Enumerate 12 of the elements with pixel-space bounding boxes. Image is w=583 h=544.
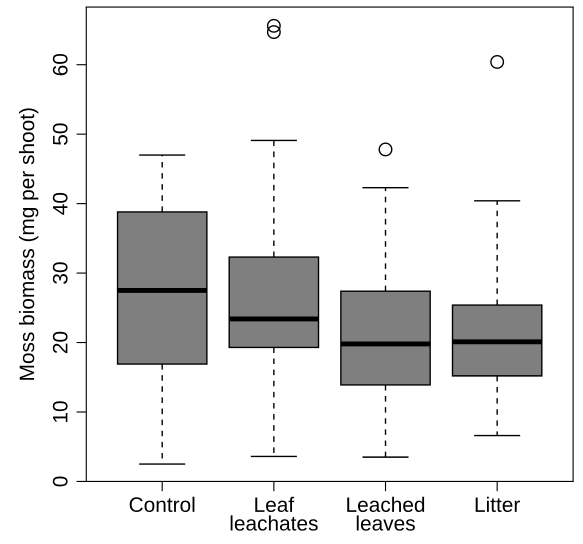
y-tick-label: 20 [52,332,68,354]
y-tick-label: 10 [52,401,68,422]
y-tick-label: 0 [52,476,68,486]
x-tick-label: Leaf leachates [230,496,318,531]
x-tick-label: Leached leaves [347,496,424,531]
x-tick-label: Control [130,496,194,512]
y-axis-title: Moss biomass (mg per shoot) [18,108,38,380]
y-tick-label: 50 [52,123,68,145]
y-tick-label: 60 [52,54,68,76]
y-tick-label: 30 [52,262,68,284]
x-tick-label: Litter [476,496,520,512]
y-tick-label: 40 [52,192,68,215]
